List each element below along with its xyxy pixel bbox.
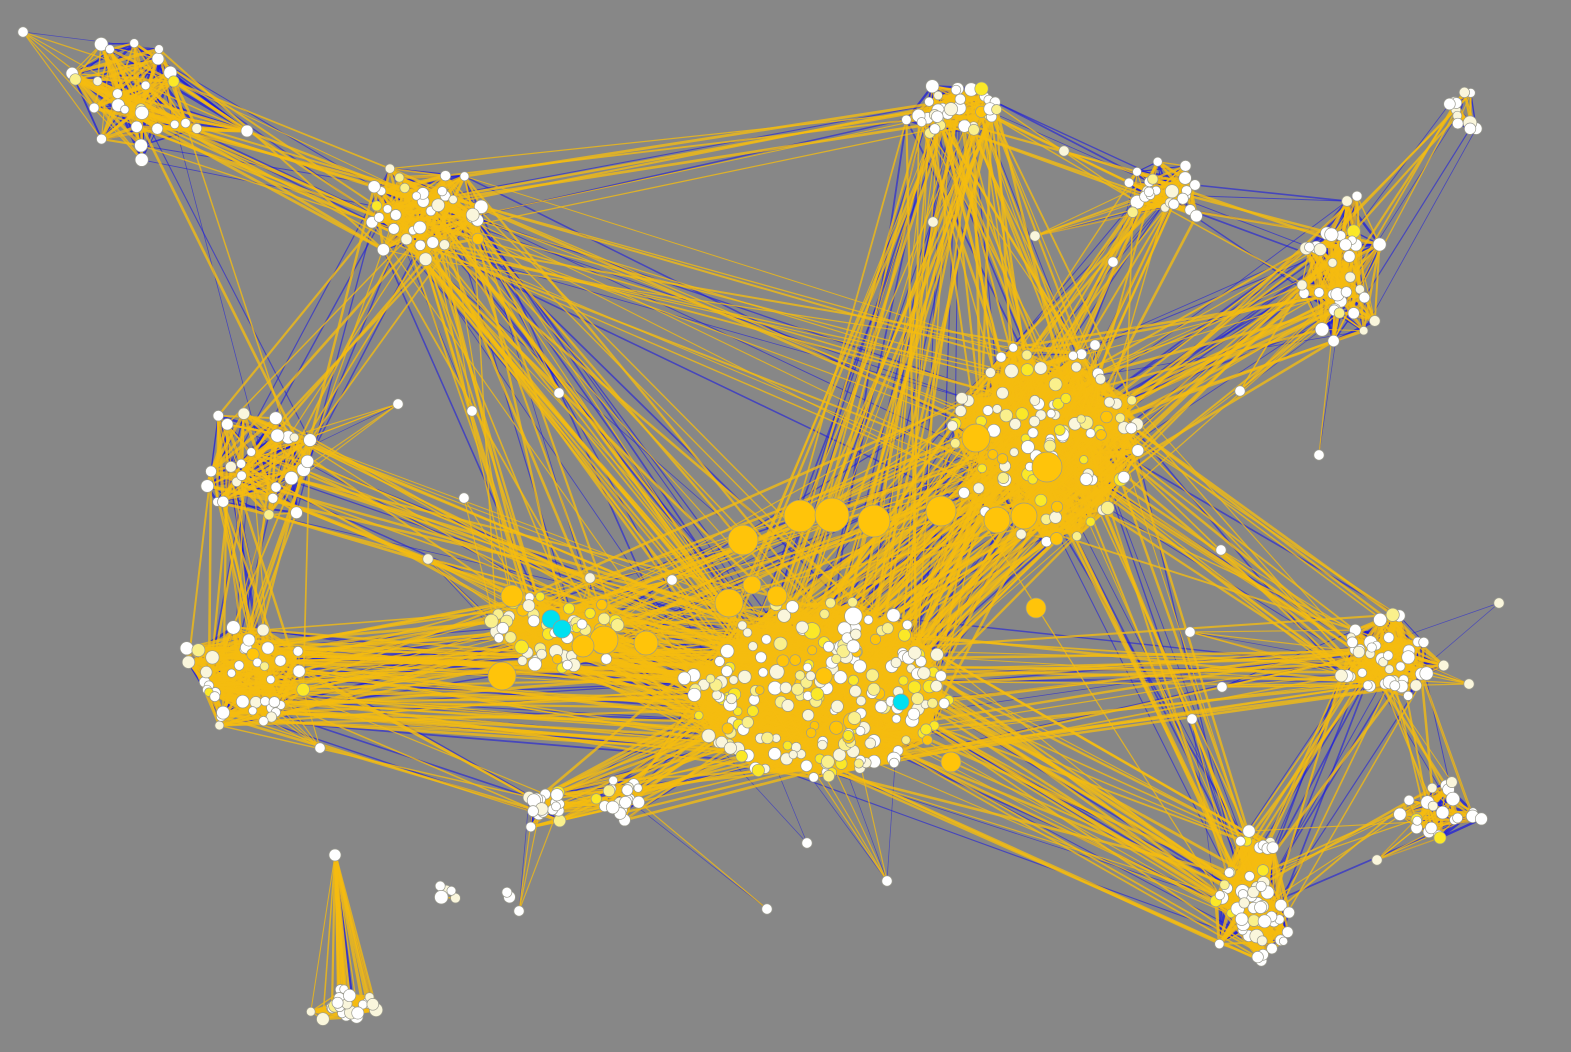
graph-edge-blue <box>1353 103 1450 232</box>
graph-edge-gold <box>206 439 311 487</box>
graph-edge-gold <box>206 670 304 692</box>
graph-edge-gold <box>276 435 292 479</box>
graph-edge-blue <box>1363 128 1477 331</box>
graph-edge-blue <box>445 98 961 197</box>
graph-edge-gold <box>380 174 446 193</box>
graph-edge-blue <box>518 797 530 912</box>
graph-edge-blue <box>1194 184 1348 202</box>
graph-edge-gold <box>140 108 248 132</box>
graph-edge-gold <box>222 439 311 503</box>
graph-edge-blue <box>263 720 807 767</box>
graph-edge-gold <box>75 78 174 83</box>
graph-edge-blue <box>741 755 1273 950</box>
graph-edge-gold <box>141 80 175 114</box>
graph-edge-blue <box>464 175 1041 463</box>
graph-edge-gold <box>71 48 111 74</box>
graph-edge-blue <box>141 112 311 441</box>
graph-edge-blue <box>1182 198 1310 248</box>
graph-edge-gold <box>75 78 248 133</box>
graph-edge-gold <box>71 72 143 161</box>
graph-edge-blue <box>1363 128 1471 298</box>
graph-edge-blue <box>1186 195 1348 202</box>
graph-edge-blue <box>627 799 768 910</box>
graph-edge-gold <box>222 711 264 723</box>
